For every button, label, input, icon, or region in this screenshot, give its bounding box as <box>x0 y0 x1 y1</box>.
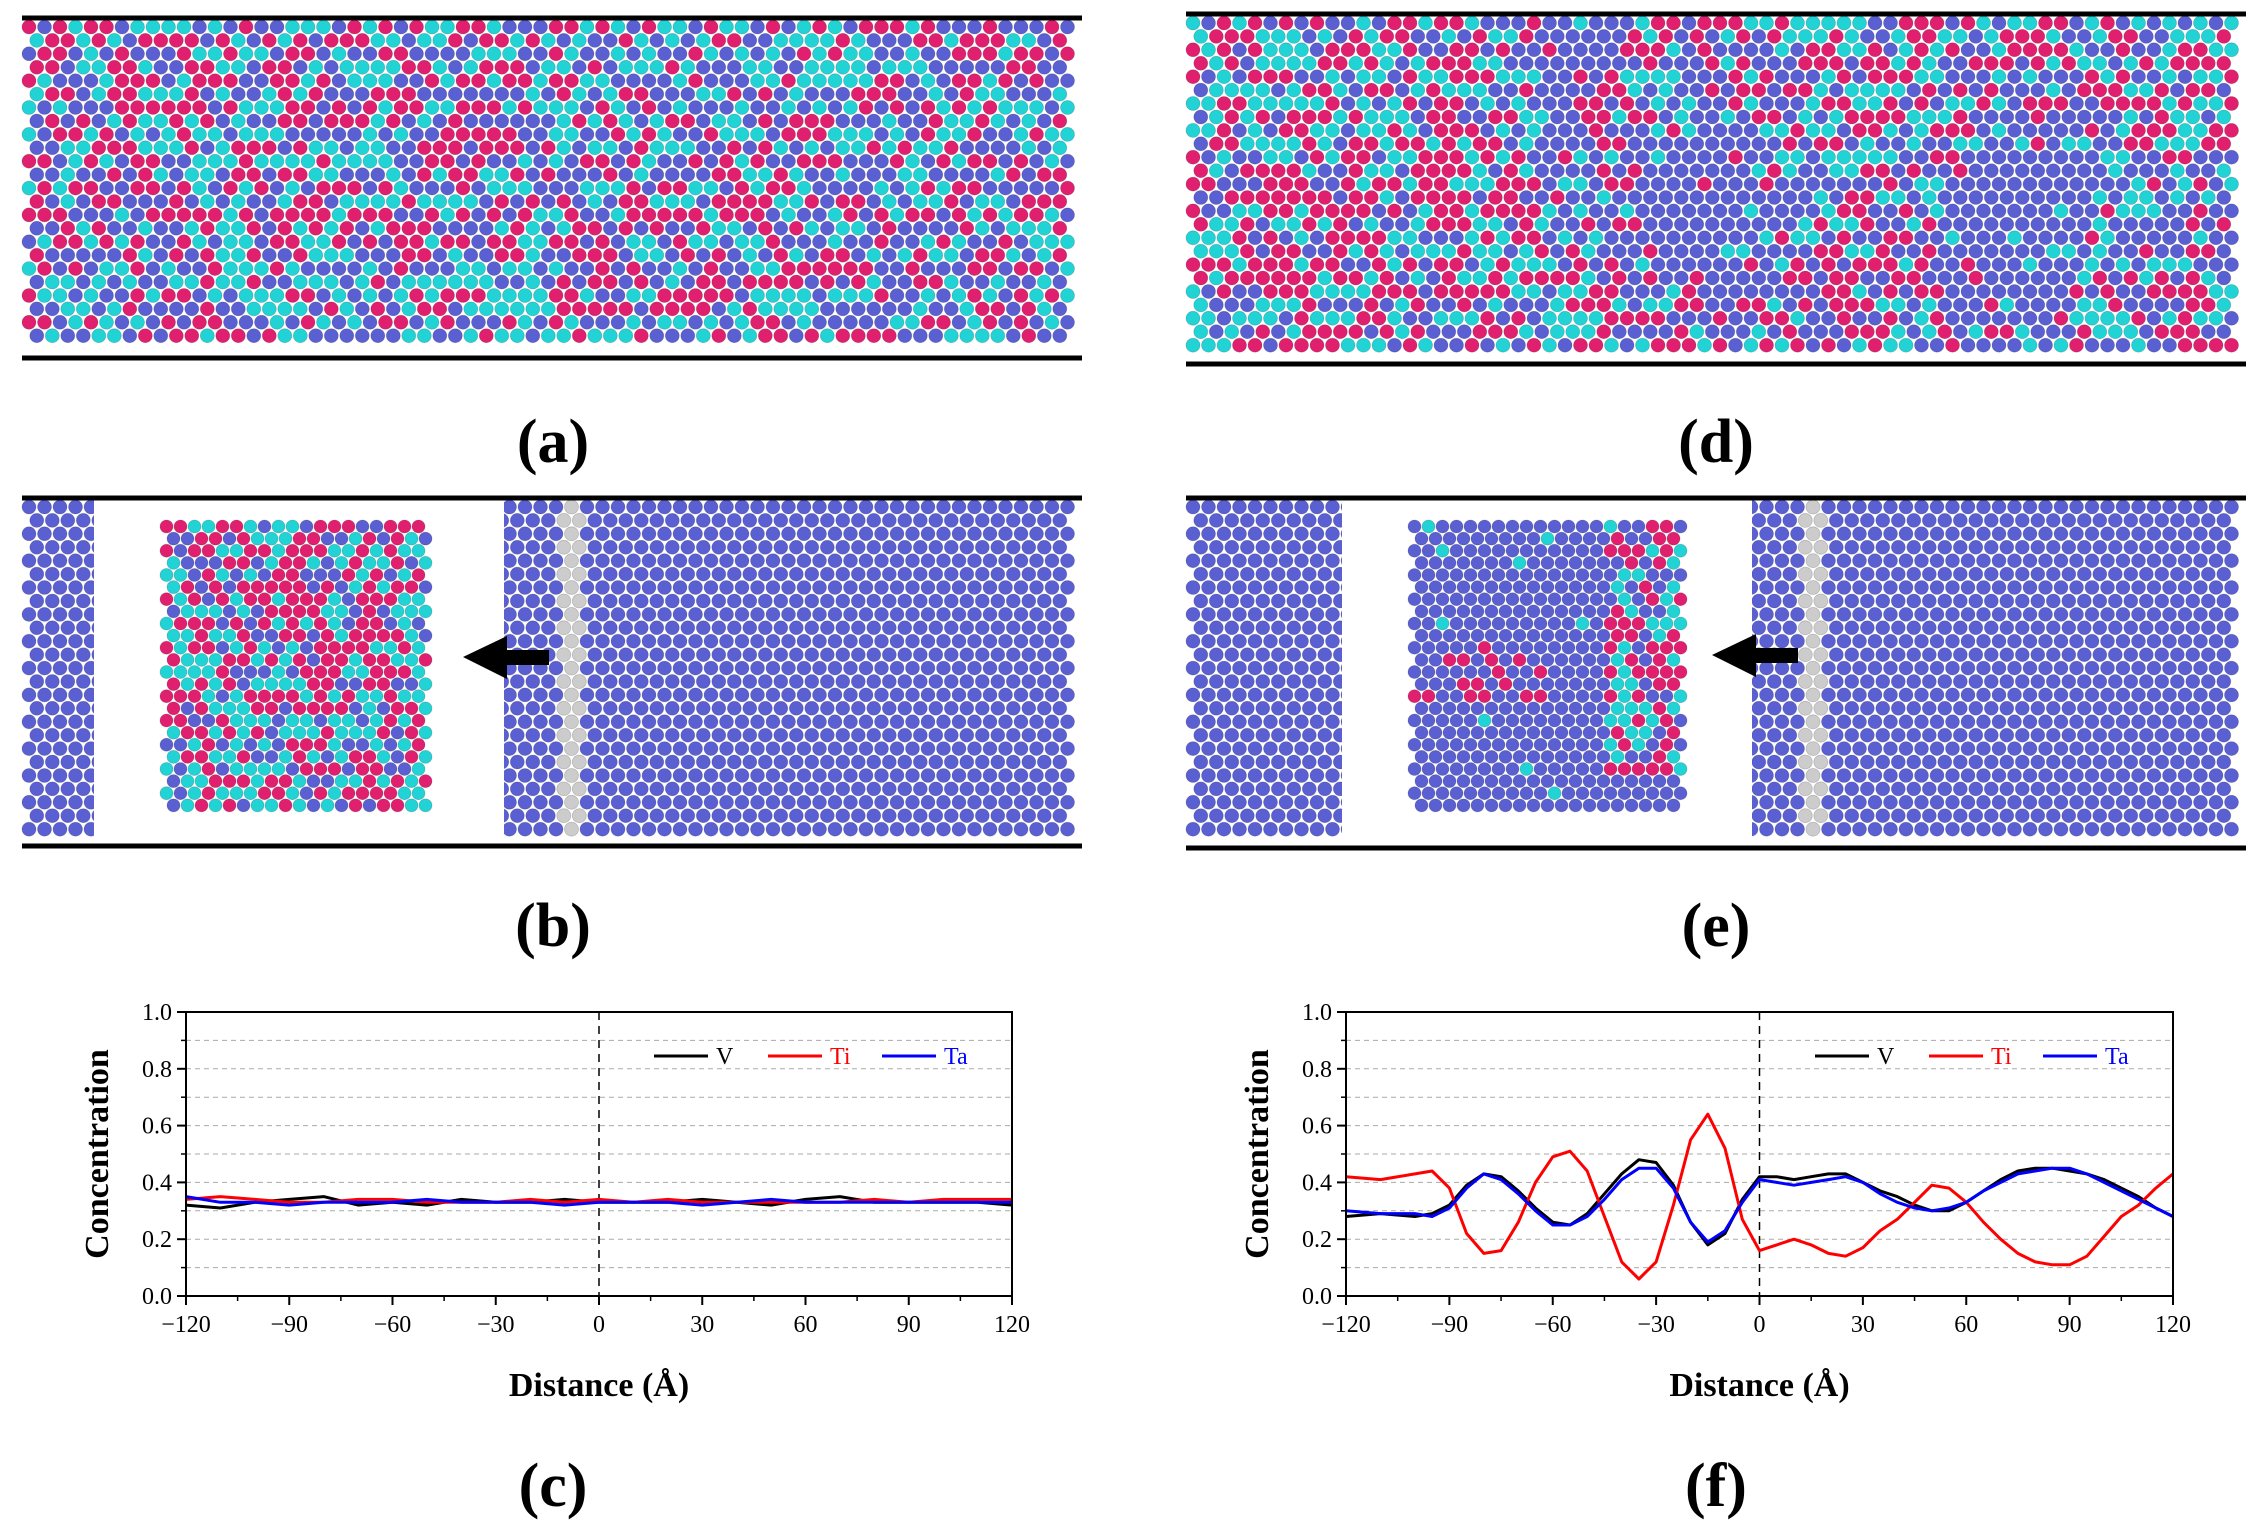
y-axis-title: Concentration <box>1239 1049 1276 1259</box>
panel-a-snapshot <box>21 15 1082 361</box>
x-tick-label: 0 <box>1754 1312 1766 1338</box>
y-axis-title: Concentration <box>79 1049 116 1259</box>
x-tick-label: 120 <box>994 1312 1030 1338</box>
x-tick-label: −90 <box>1431 1312 1469 1338</box>
x-tick-label: 90 <box>897 1312 921 1338</box>
x-tick-label: −90 <box>270 1312 308 1338</box>
series-line-Ta <box>185 1195 1012 1207</box>
inset-lattice-e <box>1407 519 1688 813</box>
x-tick-label: 60 <box>1954 1312 1978 1338</box>
chart-c-concentration: −120 −90 −60 −30 0 30 60 90 120 0.0 0.2 0.4 0.6 0.8 1.… <box>79 1000 1030 1404</box>
legend-label-Ti: Ti <box>1991 1044 2012 1070</box>
panel-label-b: (b) <box>515 892 591 960</box>
x-axis-title: Distance (Å) <box>509 1367 689 1404</box>
y-tick-label: 0.6 <box>1302 1114 1332 1140</box>
x-tick-label: 30 <box>690 1312 714 1338</box>
y-tick-label: 1.0 <box>1302 1000 1332 1026</box>
inset-lattice-b <box>159 519 433 813</box>
x-tick-label: −120 <box>161 1312 211 1338</box>
chart-f-concentration: −120 −90 −60 −30 0 30 60 90 120 0.0 0.2 0.4 0.6 0.8 1.… <box>1239 1000 2191 1404</box>
x-tick-label: −30 <box>1637 1312 1675 1338</box>
series-line-Ta <box>1345 1166 2174 1244</box>
panel-label-a: (a) <box>517 408 589 476</box>
legend-label-Ta: Ta <box>944 1044 968 1070</box>
series-line-Ti <box>1345 1112 2174 1281</box>
y-tick-label: 0.8 <box>142 1057 172 1083</box>
panel-b-snapshot <box>21 495 1082 849</box>
arrow-left-icon <box>1712 634 1798 677</box>
y-tick-label: 0.4 <box>142 1170 172 1196</box>
panel-label-d: (d) <box>1678 408 1754 476</box>
y-tick-label: 0.2 <box>142 1227 172 1253</box>
panel-label-f: (f) <box>1685 1452 1747 1520</box>
x-tick-label: −60 <box>1534 1312 1572 1338</box>
legend-label-V: V <box>716 1044 734 1070</box>
x-tick-label: −120 <box>1321 1312 1371 1338</box>
series-line-V <box>1345 1158 2174 1247</box>
legend-label-Ti: Ti <box>830 1044 851 1070</box>
arrow-left-icon <box>463 636 549 679</box>
panel-label-e: (e) <box>1682 892 1751 960</box>
legend-label-V: V <box>1877 1044 1895 1070</box>
y-tick-label: 0.0 <box>1302 1284 1332 1310</box>
panel-label-c: (c) <box>519 1452 588 1520</box>
panel-d-snapshot <box>1185 11 2246 367</box>
x-tick-label: 0 <box>593 1312 605 1338</box>
legend-label-Ta: Ta <box>2105 1044 2129 1070</box>
y-tick-label: 0.2 <box>1302 1227 1332 1253</box>
x-tick-label: 120 <box>2155 1312 2191 1338</box>
panel-e-snapshot <box>1185 495 2246 851</box>
y-tick-label: 1.0 <box>142 1000 172 1026</box>
y-tick-label: 0.4 <box>1302 1170 1332 1196</box>
atom-lattice-a <box>21 19 1075 344</box>
x-tick-label: 30 <box>1851 1312 1875 1338</box>
y-tick-label: 0.0 <box>142 1284 172 1310</box>
y-tick-label: 0.6 <box>142 1114 172 1140</box>
x-axis-title: Distance (Å) <box>1669 1367 1849 1404</box>
x-tick-label: −60 <box>374 1312 412 1338</box>
x-tick-label: 90 <box>2058 1312 2082 1338</box>
atom-lattice-d <box>1185 15 2239 353</box>
x-tick-label: 60 <box>794 1312 818 1338</box>
x-tick-label: −30 <box>477 1312 515 1338</box>
y-tick-label: 0.8 <box>1302 1057 1332 1083</box>
